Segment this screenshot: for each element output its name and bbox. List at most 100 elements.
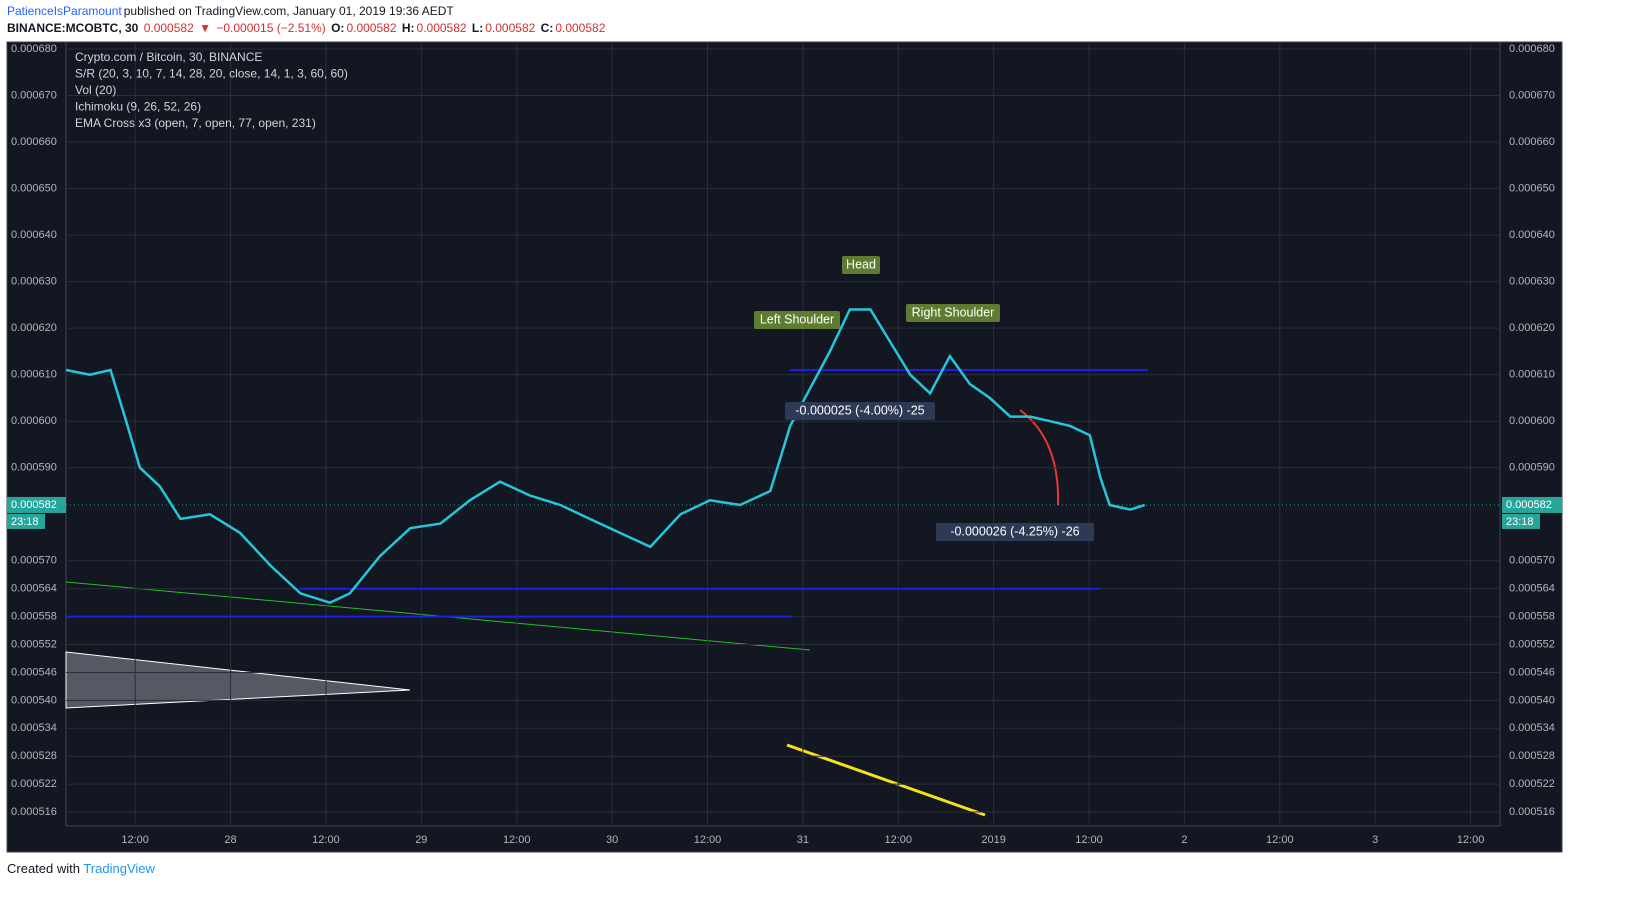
legend-text: Vol (20) <box>75 83 116 97</box>
drawing-wedge <box>65 651 411 709</box>
legend-text: Ichimoku (9, 26, 52, 26) <box>75 100 201 114</box>
annotation-box <box>842 256 880 274</box>
y-tick-label: 0.000558 <box>1509 611 1555 623</box>
annotation-box <box>936 523 1094 541</box>
c: 0.000582 <box>555 21 606 35</box>
l-label: L: <box>471 21 484 35</box>
y-tick-label: 0.000590 <box>1509 462 1555 474</box>
y-tick-label: 0.000660 <box>11 136 57 148</box>
x-tick-label: 12:00 <box>121 834 149 846</box>
y-tick-label: 0.000570 <box>11 555 57 567</box>
y-tick-label: 0.000610 <box>1509 369 1555 381</box>
y-tick-label: 0.000600 <box>11 415 57 427</box>
y-tick-label: 0.000534 <box>11 722 57 734</box>
y-tick-label: 0.000546 <box>1509 666 1555 678</box>
price: 0.000582 <box>143 21 194 35</box>
x-tick-label: 12:00 <box>1457 834 1485 846</box>
h-label: H: <box>401 21 415 35</box>
y-tick-label: 0.000680 <box>11 43 57 55</box>
y-tick-label: 0.000546 <box>11 666 57 678</box>
y-tick-label: 0.000650 <box>1509 182 1555 194</box>
countdown-label: 23:18 <box>11 516 39 528</box>
y-tick-label: 0.000650 <box>11 182 57 194</box>
y-tick-label: 0.000540 <box>11 694 57 706</box>
y-tick-label: 0.000552 <box>1509 638 1555 650</box>
x-tick-label: 29 <box>415 834 427 846</box>
x-tick-label: 12:00 <box>1075 834 1103 846</box>
o-label: O: <box>331 21 345 35</box>
published: published on TradingView.com, January 01… <box>123 4 454 18</box>
last-price-label: 0.000582 <box>1506 499 1552 511</box>
countdown-badge <box>7 513 45 529</box>
annotation-box <box>906 304 1000 322</box>
y-tick-label: 0.000516 <box>1509 806 1555 818</box>
x-tick-label: 12:00 <box>884 834 912 846</box>
y-tick-label: 0.000610 <box>11 369 57 381</box>
y-tick-label: 0.000534 <box>1509 722 1555 734</box>
legend-text: EMA Cross x3 (open, 7, open, 77, open, 2… <box>75 116 316 130</box>
last-price-label: 0.000582 <box>11 499 57 511</box>
y-tick-label: 0.000640 <box>1509 229 1555 241</box>
price-line <box>65 308 1146 605</box>
y-tick-label: 0.000600 <box>1509 415 1555 427</box>
y-tick-label: 0.000522 <box>1509 778 1555 790</box>
x-tick-label: 31 <box>797 834 809 846</box>
x-tick-label: 12:00 <box>312 834 340 846</box>
symbol-line: BINANCE:MCOBTC, 30 0.000582 ▼ −0.000015 … <box>7 21 607 35</box>
footer-brand[interactable]: TradingView <box>83 861 155 876</box>
y-tick-label: 0.000528 <box>11 750 57 762</box>
y-tick-label: 0.000620 <box>1509 322 1555 334</box>
x-tick-label: 12:00 <box>1266 834 1294 846</box>
y-tick-label: 0.000558 <box>11 611 57 623</box>
annotation: Head <box>846 257 876 271</box>
y-tick-label: 0.000528 <box>1509 750 1555 762</box>
l: 0.000582 <box>485 21 536 35</box>
symbol: BINANCE:MCOBTC, 30 <box>7 21 139 35</box>
footer: Created with TradingView <box>7 861 155 876</box>
x-tick-label: 28 <box>224 834 236 846</box>
x-tick-label: 2019 <box>981 834 1005 846</box>
y-tick-label: 0.000570 <box>1509 555 1555 567</box>
y-tick-label: 0.000516 <box>11 806 57 818</box>
c-label: C: <box>540 21 554 35</box>
y-tick-label: 0.000522 <box>11 778 57 790</box>
y-tick-label: 0.000590 <box>11 462 57 474</box>
annotation: -0.000026 (-4.25%) -26 <box>950 524 1079 538</box>
h: 0.000582 <box>416 21 467 35</box>
y-tick-label: 0.000640 <box>11 229 57 241</box>
y-tick-label: 0.000670 <box>1509 89 1555 101</box>
y-tick-label: 0.000670 <box>11 89 57 101</box>
y-tick-label: 0.000620 <box>11 322 57 334</box>
x-tick-label: 3 <box>1372 834 1378 846</box>
last-price-badge <box>7 496 66 513</box>
y-tick-label: 0.000630 <box>11 276 57 288</box>
x-tick-label: 12:00 <box>503 834 531 846</box>
o: 0.000582 <box>346 21 397 35</box>
author-link[interactable]: PatienceIsParamount <box>7 4 122 18</box>
x-tick-label: 12:00 <box>694 834 722 846</box>
change: −0.000015 (−2.51%) <box>216 21 326 35</box>
annotation-box <box>785 402 935 420</box>
legend-text: Crypto.com / Bitcoin, 30, BINANCE <box>75 50 262 64</box>
footer-prefix: Created with <box>7 861 80 876</box>
legend-text: S/R (20, 3, 10, 7, 14, 28, 20, close, 14… <box>75 67 348 81</box>
header-line: PatienceIsParamount published on TradingV… <box>7 4 456 18</box>
y-tick-label: 0.000660 <box>1509 136 1555 148</box>
arrow: ▼ <box>199 21 211 35</box>
last-price-badge <box>1502 496 1562 513</box>
y-tick-label: 0.000540 <box>1509 694 1555 706</box>
x-tick-label: 30 <box>606 834 618 846</box>
y-tick-label: 0.000630 <box>1509 276 1555 288</box>
annotation: Left Shoulder <box>760 312 834 326</box>
annotation: -0.000025 (-4.00%) -25 <box>795 403 924 417</box>
annotation: Right Shoulder <box>912 305 995 319</box>
y-tick-label: 0.000552 <box>11 638 57 650</box>
countdown-label: 23:18 <box>1506 516 1534 528</box>
chart-background <box>6 41 1563 853</box>
countdown-badge <box>1502 513 1540 529</box>
drop-arrow <box>1019 409 1060 506</box>
volume-trend-arrow <box>786 743 986 817</box>
y-tick-label: 0.000564 <box>1509 583 1555 595</box>
